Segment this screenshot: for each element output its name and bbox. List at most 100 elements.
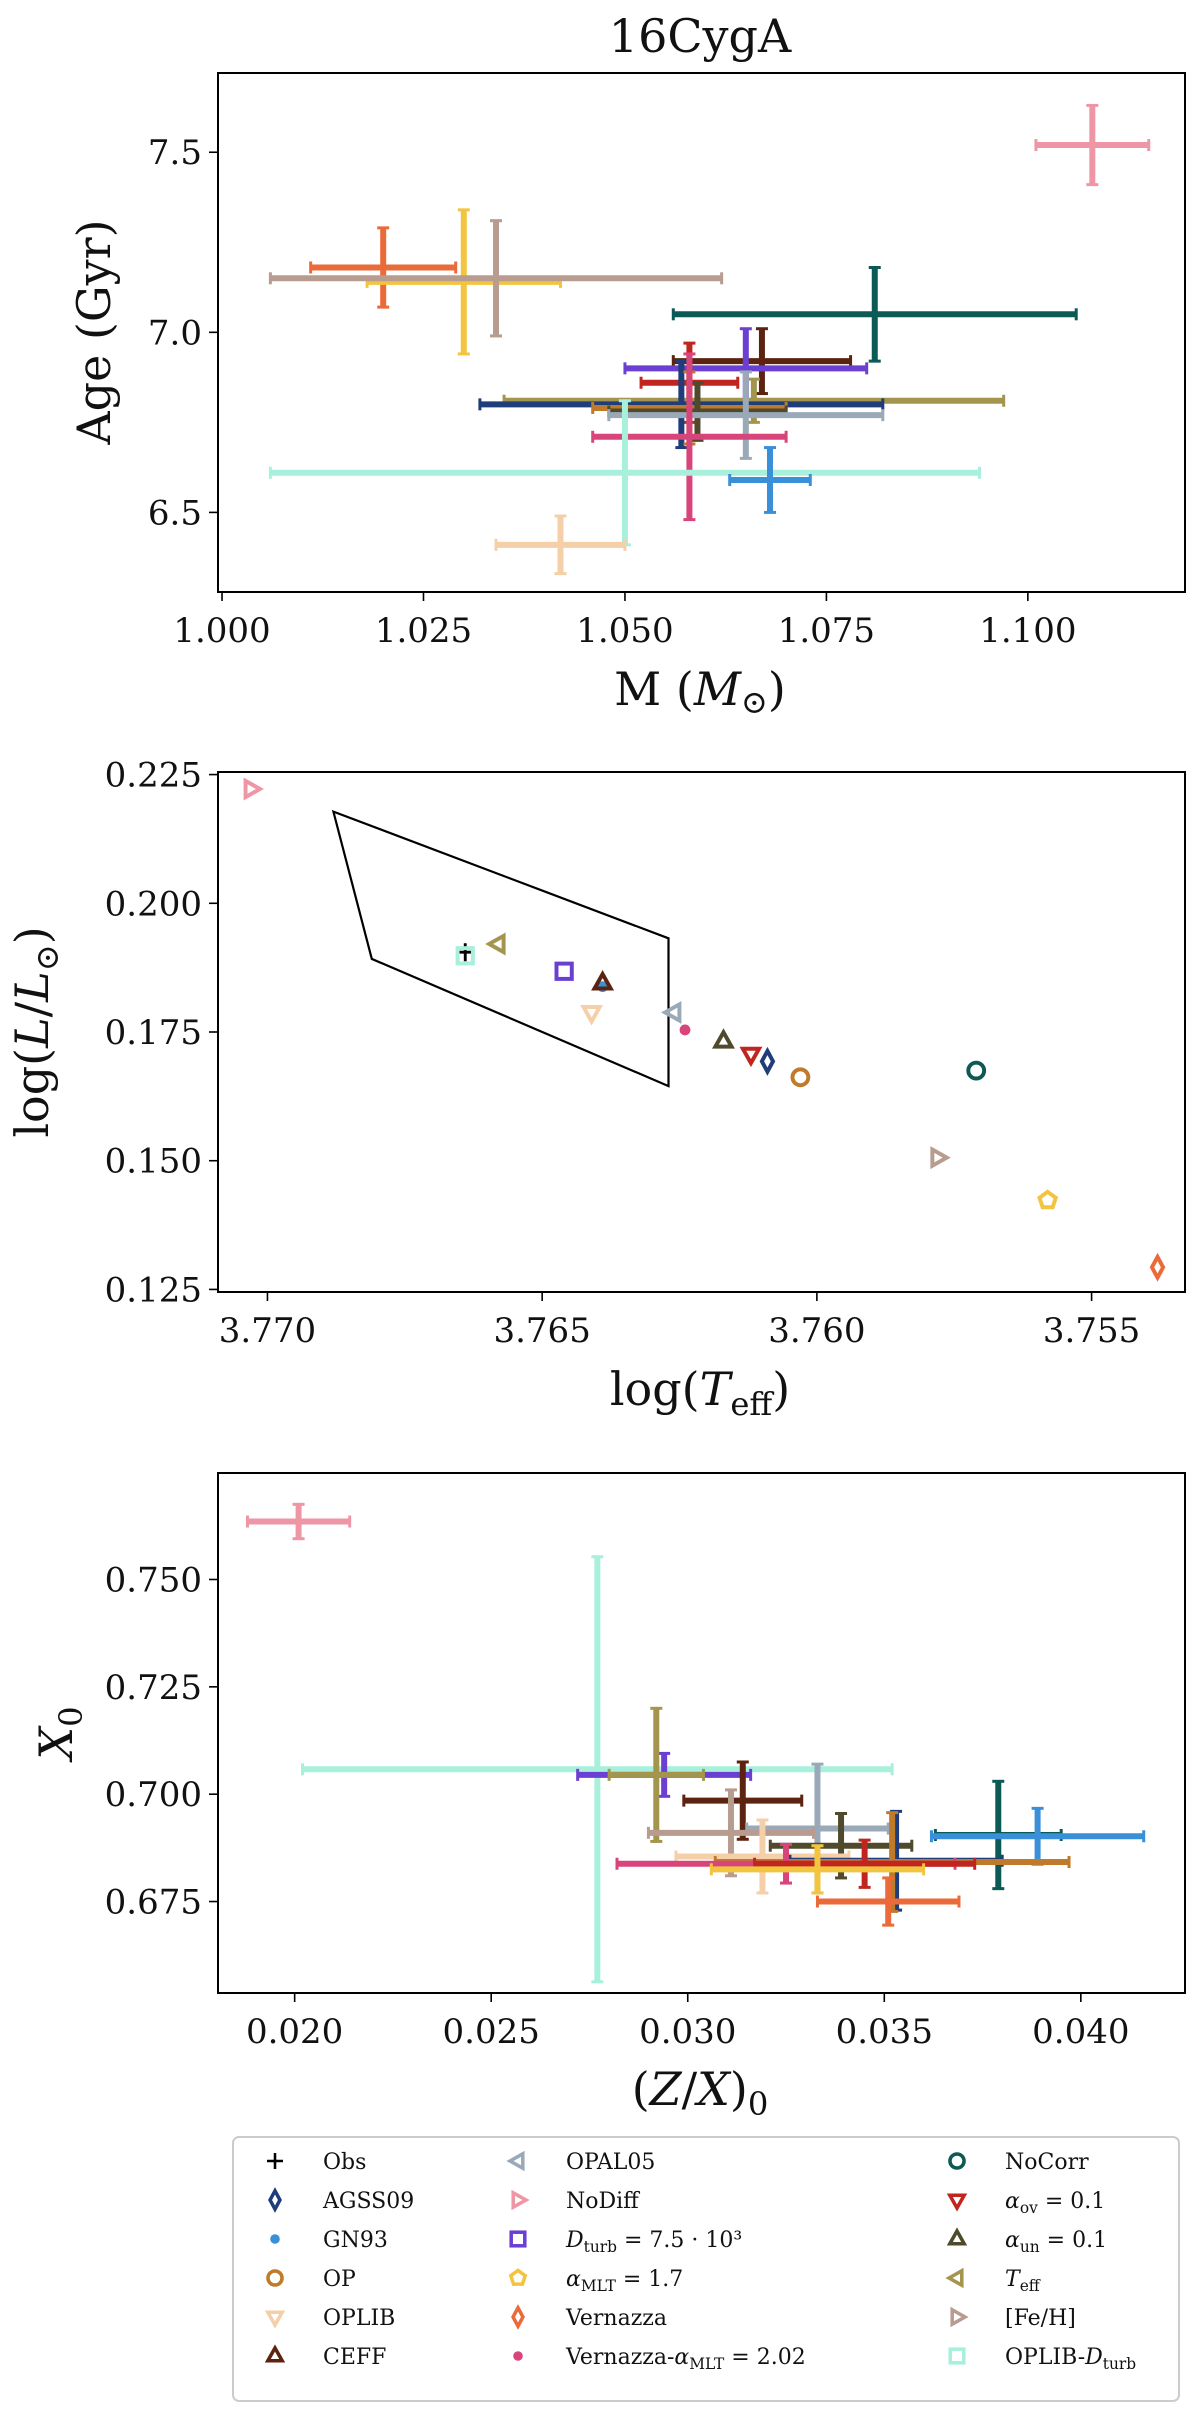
legend: Obs AGSS09 GN93 OP OPLIB CEFF OPAL05 NoDiff Dtur… xyxy=(232,2136,1180,2402)
errorbar-NoCorr xyxy=(671,265,1078,363)
point-Dturb xyxy=(554,961,574,981)
chart-title: 16CygA xyxy=(609,9,792,63)
point-AGSS09 xyxy=(759,1046,776,1076)
legend-label: Teff xyxy=(1005,2267,1041,2295)
panel-age-vs-mass: 1.000 1.025 1.050 1.075 1.100 6.5 7.0 7.5 M (M⊙)… xyxy=(67,9,1186,721)
legend-marker-Dturb xyxy=(509,2230,527,2248)
point-OPAL05 xyxy=(660,1000,682,1024)
legend-marker-aMLT xyxy=(508,2268,528,2286)
point-Vernazza xyxy=(1149,1252,1166,1282)
y-axis-label: Age (Gyr) xyxy=(67,219,121,445)
data-layer xyxy=(268,103,1151,576)
y-tick-label: 0.225 xyxy=(105,756,202,796)
legend-label: GN93 xyxy=(323,2228,388,2253)
y-tick-label: 0.750 xyxy=(105,1560,202,1600)
legend-item-OP: OP xyxy=(266,2267,356,2292)
legend-label: [Fe/H] xyxy=(1005,2306,1076,2331)
observational-error-box xyxy=(331,809,670,1088)
y-tick-label: 0.175 xyxy=(105,1013,202,1053)
legend-item-AGSS09: AGSS09 xyxy=(268,2187,414,2214)
errorbar-aMLT xyxy=(709,1844,926,1895)
legend-label: Vernazza xyxy=(565,2306,667,2331)
x-tick-label: 3.770 xyxy=(219,1311,316,1351)
x-tick-label: 3.765 xyxy=(493,1311,590,1351)
errorbar-CEFF xyxy=(682,1760,804,1841)
errorbar-OPLIBDturb xyxy=(268,399,982,547)
data-layer xyxy=(243,777,1166,1282)
errorbar-AGSS09 xyxy=(478,359,885,450)
legend-item-OPAL05: OPAL05 xyxy=(506,2150,655,2175)
x-tick-label: 1.025 xyxy=(375,611,472,651)
y-tick-label: 0.200 xyxy=(105,884,202,924)
errorbar-aMLT xyxy=(365,208,562,356)
point-NoCorr xyxy=(966,1060,987,1081)
legend-label: αov = 0.1 xyxy=(1005,2189,1105,2217)
legend-marker-NoDiff xyxy=(511,2189,530,2211)
errorbar-Vernazza xyxy=(309,226,458,309)
panel-x0-vs-zx: 0.020 0.025 0.030 0.035 0.040 0.675 0.700 0.725… xyxy=(29,1472,1186,2123)
legend-marker-OPAL05 xyxy=(506,2150,525,2172)
legend-item-NoDiff: NoDiff xyxy=(511,2189,640,2214)
x-tick-label: 0.030 xyxy=(639,2012,736,2052)
legend-label: AGSS09 xyxy=(322,2189,414,2214)
legend-label: OPAL05 xyxy=(566,2150,655,2175)
legend-marker-AGSS09 xyxy=(268,2187,282,2213)
legend-marker-aov xyxy=(946,2193,968,2212)
x-tick-label: 1.075 xyxy=(778,611,875,651)
legend-marker-CEFF xyxy=(264,2344,286,2363)
x-tick-label: 0.040 xyxy=(1032,2012,1129,2052)
legend-item-Teff: Teff xyxy=(945,2267,1041,2295)
legend-item-CEFF: CEFF xyxy=(264,2344,386,2370)
legend-label: OP xyxy=(323,2267,356,2292)
legend-marker-NoCorr xyxy=(948,2152,966,2170)
data-layer xyxy=(245,1502,1146,1984)
errorbar-CEFF xyxy=(671,327,853,396)
legend-label: CEFF xyxy=(323,2345,386,2370)
legend-item-Obs: Obs xyxy=(267,2150,366,2175)
legend-marker-Vernazza xyxy=(511,2304,525,2330)
axes-frame xyxy=(217,72,1186,593)
y-tick-label: 0.125 xyxy=(105,1270,202,1310)
point-NoDiff xyxy=(243,777,265,801)
legend-item-aun: αun = 0.1 xyxy=(946,2227,1107,2256)
y-tick-label: 0.725 xyxy=(105,1668,202,1708)
legend-label: Obs xyxy=(323,2150,366,2175)
x-axis-label: log(Teff) xyxy=(610,1362,790,1423)
legend-item-aMLT: αMLT = 1.7 xyxy=(508,2267,683,2295)
legend-marker-OP xyxy=(266,2269,284,2287)
legend-item-OPLIBDturb: OPLIB-Dturb xyxy=(948,2345,1136,2373)
errorbar-Vernazza xyxy=(815,1876,961,1927)
legend-label: Dturb = 7.5 · 10³ xyxy=(565,2228,742,2256)
errorbar-FeH xyxy=(268,219,724,338)
point-OPLIBDturb xyxy=(455,946,475,966)
point-aMLT xyxy=(1037,1189,1059,1210)
legend-marker-aun xyxy=(946,2227,968,2246)
point-aov xyxy=(739,1046,763,1068)
errorbar-GN93 xyxy=(929,1806,1146,1866)
legend-label: αMLT = 1.7 xyxy=(566,2267,683,2295)
x-tick-label: 1.050 xyxy=(576,611,673,651)
legend-marker-VernazzaMLT xyxy=(513,2351,523,2361)
y-tick-label: 0.700 xyxy=(105,1775,202,1815)
legend-label: αun = 0.1 xyxy=(1005,2228,1107,2256)
x-tick-label: 3.755 xyxy=(1043,1311,1140,1351)
point-Teff xyxy=(485,932,506,956)
legend-marker-Obs xyxy=(267,2153,283,2169)
axes-frame xyxy=(217,771,1186,1293)
y-tick-label: 6.5 xyxy=(148,493,202,533)
errorbar-OPAL05 xyxy=(607,370,885,460)
legend-item-GN93: GN93 xyxy=(270,2228,388,2253)
legend-marker-Teff xyxy=(945,2267,964,2289)
legend-marker-OPLIB xyxy=(264,2310,286,2329)
axes-frame xyxy=(217,1472,1186,1994)
x-tick-label: 0.025 xyxy=(443,2012,540,2052)
point-FeH xyxy=(930,1146,951,1170)
errorbar-Teff xyxy=(607,1706,705,1843)
errorbar-OPLIBDturb xyxy=(301,1555,894,1984)
x-tick-label: 0.020 xyxy=(246,2012,343,2052)
legend-marker-FeH xyxy=(950,2306,969,2328)
y-axis-label: X0 xyxy=(29,1706,90,1762)
errorbar-OPLIB xyxy=(494,514,627,576)
errorbar-GN93 xyxy=(728,446,812,514)
